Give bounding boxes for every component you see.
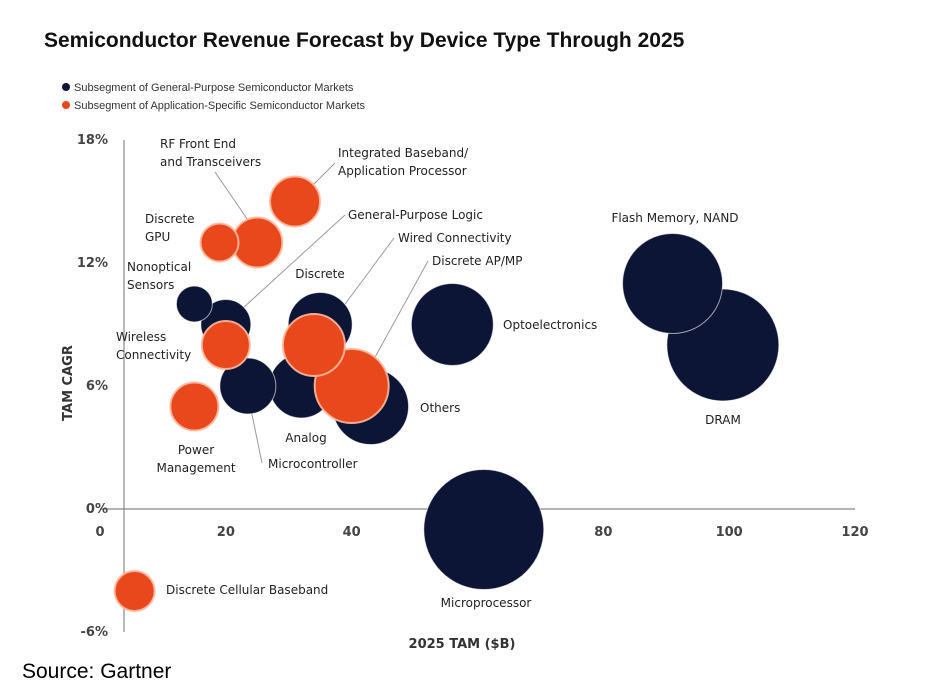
legend-marker-application [62, 101, 70, 109]
bubble-label: Connectivity [116, 348, 191, 362]
bubble-point [622, 233, 724, 334]
bubble-point [200, 320, 251, 370]
bubble-label: Application Processor [338, 164, 467, 178]
y-axis-title: TAM CAGR [61, 345, 76, 421]
bubble-label: Discrete Cellular Baseband [166, 583, 328, 597]
x-axis-title: 2025 TAM ($B) [409, 637, 516, 652]
bubble-label: Wireless [116, 330, 166, 344]
bubble-label: Microcontroller [268, 457, 358, 471]
x-tick-label: 100 [716, 525, 743, 540]
legend: Subsegment of General-Purpose Semiconduc… [62, 82, 366, 112]
bubble-label: Others [420, 401, 460, 415]
bubble-label: Integrated Baseband/ [338, 146, 469, 160]
bubble-label: Nonoptical [127, 260, 191, 274]
bubble-label: General-Purpose Logic [348, 208, 483, 222]
y-tick-label: -6% [81, 625, 108, 640]
bubble-point [269, 175, 322, 228]
bubble-label: Discrete AP/MP [432, 254, 522, 268]
x-tick-label: 120 [841, 525, 868, 540]
y-tick-label: 0% [86, 502, 108, 517]
x-tick-label: 0 [95, 525, 104, 540]
bubble-label: RF Front End [160, 137, 236, 151]
bubble-point [231, 216, 284, 269]
bubble-label: Sensors [127, 278, 174, 292]
bubble-label: Discrete [295, 267, 345, 281]
bubble-point [423, 469, 545, 590]
bubble-label: Analog [285, 431, 326, 445]
bubble-label: Flash Memory, NAND [611, 211, 738, 225]
leader-line [231, 214, 346, 319]
chart-title: Semiconductor Revenue Forecast by Device… [44, 29, 685, 52]
bubble-label: and Transceivers [160, 155, 261, 169]
y-tick-label: 18% [77, 133, 108, 148]
legend-marker-general [62, 83, 70, 91]
x-tick-label: 40 [343, 525, 361, 540]
x-tick-label: 20 [217, 525, 235, 540]
bubble-label: Discrete [145, 212, 195, 226]
bubble-label: DRAM [705, 413, 741, 427]
bubble-label: Wired Connectivity [398, 231, 512, 245]
bubble-point [199, 222, 240, 263]
bubble-label: Management [156, 461, 235, 475]
legend-label-general: Subsegment of General-Purpose Semiconduc… [74, 82, 354, 94]
bubble-point [281, 313, 346, 377]
bubble-point [169, 381, 220, 432]
bubble-point [410, 283, 494, 366]
bubble-label: Microprocessor [441, 596, 532, 610]
y-tick-labels: 18% 12% 6% 0% -6% [77, 133, 108, 640]
y-tick-label: 6% [86, 379, 108, 394]
bubble-point [113, 570, 156, 612]
bubble-point [175, 285, 213, 323]
legend-label-application: Subsegment of Application-Specific Semic… [74, 100, 366, 112]
source-note: Source: Gartner [22, 660, 172, 683]
bubble-labels: DRAM Flash Memory, NAND Microprocessor Opto… [116, 137, 741, 610]
bubbles [113, 175, 780, 612]
x-tick-label: 80 [594, 525, 612, 540]
bubble-label: Optoelectronics [503, 318, 597, 332]
leader-line [367, 260, 429, 371]
y-tick-label: 12% [77, 256, 108, 271]
bubble-label: GPU [145, 230, 170, 244]
bubble-point [219, 357, 277, 415]
bubble-label: Power [178, 443, 214, 457]
